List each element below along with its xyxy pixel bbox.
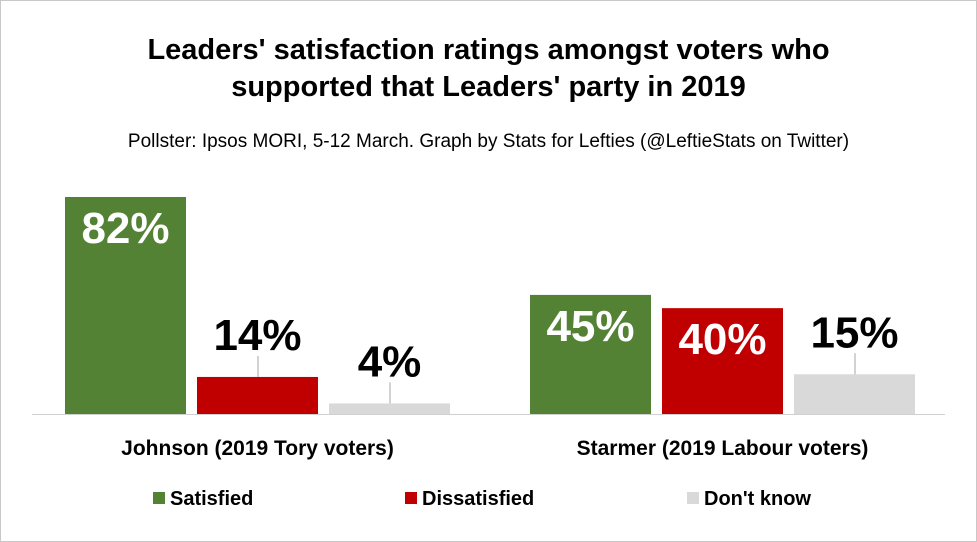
chart-title: Leaders' satisfaction ratings amongst vo… [0,32,977,106]
legend-label-0: Satisfied [170,488,253,510]
legend-label-1: Dissatisfied [422,488,534,510]
data-label-0-2: 4% [358,337,422,386]
chart-title-line-2: supported that Leaders' party in 2019 [231,71,746,103]
data-label-1-1: 40% [678,315,766,364]
bar-0-0 [65,197,186,414]
bar-0-1 [197,376,318,414]
data-label-0-0: 82% [81,204,169,253]
legend-swatch-0 [153,492,165,504]
chart-subtitle: Pollster: Ipsos MORI, 5-12 March. Graph … [127,131,850,152]
category-label-1: Starmer (2019 Labour voters) [577,437,869,460]
category-label-0: Johnson (2019 Tory voters) [121,437,394,460]
data-label-1-2: 15% [810,308,898,357]
chart-title-line-1: Leaders' satisfaction ratings amongst vo… [147,34,830,66]
data-label-0-1: 14% [213,311,301,360]
legend-label-2: Don't know [704,488,811,510]
bar-1-0 [530,294,651,414]
legend-swatch-2 [687,492,699,504]
bar-0-2 [329,403,450,414]
legend-swatch-1 [405,492,417,504]
bar-1-1 [662,308,783,414]
bar-1-2 [794,374,915,414]
data-label-1-0: 45% [546,302,634,351]
